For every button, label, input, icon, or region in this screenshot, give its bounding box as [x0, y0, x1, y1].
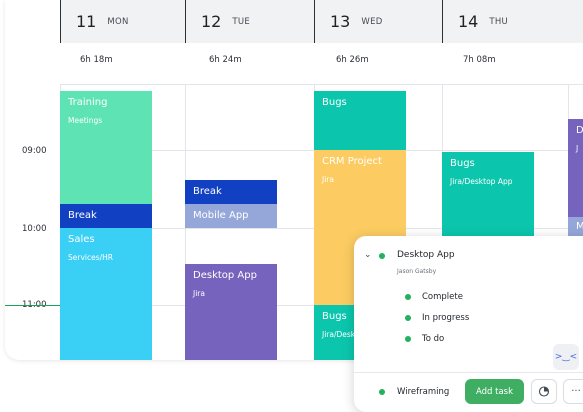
task-title: Desktop App [397, 250, 455, 260]
event-title: Bugs [322, 97, 347, 108]
event-title: Mobile App [193, 210, 249, 221]
day-header-thu[interactable]: 14 THU [442, 0, 583, 43]
subtask-item[interactable]: Complete [422, 292, 463, 302]
day-name: WED [361, 16, 383, 27]
day-hours-total: 6h 18m [80, 55, 113, 65]
day-hours-total: 6h 24m [209, 55, 242, 65]
status-dot-icon [405, 336, 411, 342]
day-name: TUE [232, 16, 251, 27]
day-name: MON [107, 16, 129, 27]
add-task-button[interactable]: Add task [465, 379, 524, 404]
current-time-indicator [5, 305, 63, 306]
event-bugs[interactable]: Bugs [314, 91, 406, 150]
event-bugs[interactable]: Bugs Jira/Desktop App [442, 152, 534, 240]
event-title: Sales [68, 234, 95, 245]
day-number: 11 [76, 12, 97, 31]
event-partial[interactable]: D J [568, 119, 583, 217]
event-subtitle: Meetings [68, 116, 103, 125]
day-number: 13 [330, 12, 351, 31]
task-owner: Jason Gatsby [397, 268, 437, 275]
time-label: 10:00 [22, 224, 47, 234]
event-subtitle: Jira/Desktop App [450, 177, 513, 186]
more-options-button[interactable]: ··· [563, 379, 583, 404]
mascot-icon: >‿< [553, 344, 579, 370]
day-header-wed[interactable]: 13 WED [314, 0, 442, 43]
event-break[interactable]: Break [60, 204, 152, 228]
event-title: Bugs [322, 311, 347, 322]
day-number: 14 [458, 12, 479, 31]
event-break[interactable]: Break [185, 180, 277, 204]
status-dot-icon [379, 389, 385, 395]
event-training[interactable]: Training Meetings [60, 91, 152, 204]
event-title: Break [193, 186, 222, 197]
event-subtitle: Jira [322, 175, 334, 184]
divider [354, 372, 583, 373]
event-sales[interactable]: Sales Services/HR [60, 228, 152, 360]
event-partial[interactable]: M [568, 217, 583, 237]
event-title: Bugs [450, 158, 475, 169]
event-mobile-app[interactable]: Mobile App [185, 204, 277, 228]
event-subtitle: Services/HR [68, 253, 114, 262]
event-title: M [576, 221, 583, 232]
timer-icon[interactable] [531, 379, 557, 404]
event-title: Training [68, 97, 108, 108]
task-detail-popup: ⌄ Desktop App Jason Gatsby Complete In p… [354, 236, 583, 412]
day-header-mon[interactable]: 11 MON [60, 0, 185, 43]
day-header-tue[interactable]: 12 TUE [185, 0, 314, 43]
grid-row-line [60, 84, 583, 85]
event-title: CRM Project [322, 156, 382, 167]
day-number: 12 [201, 12, 222, 31]
status-dot-icon [405, 315, 411, 321]
status-dot-icon [379, 253, 385, 259]
day-hours-total: 7h 08m [463, 55, 496, 65]
day-hours-total: 6h 26m [336, 55, 369, 65]
event-title: Desktop App [193, 270, 257, 281]
event-desktop-app[interactable]: Desktop App Jira [185, 264, 277, 360]
status-dot-icon [405, 294, 411, 300]
event-title: D [576, 125, 583, 136]
event-title: Break [68, 210, 97, 221]
footer-task-name: Wireframing [397, 387, 450, 397]
subtask-item[interactable]: In progress [422, 313, 470, 323]
event-subtitle: Jira [193, 289, 205, 298]
time-label: 09:00 [22, 146, 47, 156]
event-subtitle: J [576, 144, 579, 153]
event-subtitle: Jira/Desktop [322, 330, 368, 339]
subtask-item[interactable]: To do [422, 334, 445, 344]
chevron-down-icon[interactable]: ⌄ [364, 250, 372, 260]
day-name: THU [489, 16, 509, 27]
